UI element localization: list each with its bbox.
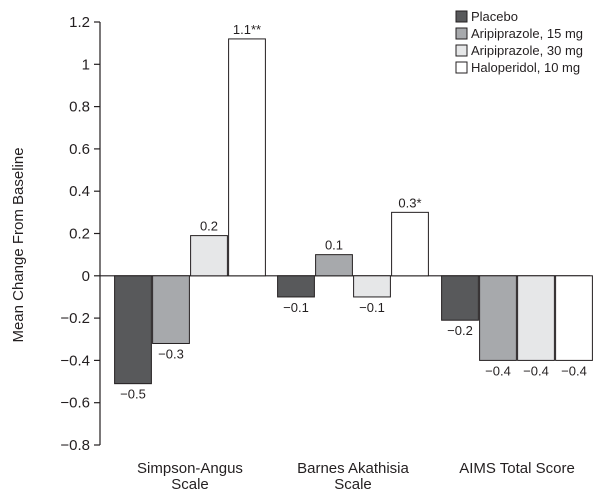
data-label: −0.1	[283, 300, 309, 315]
bar	[353, 275, 391, 298]
category-label: Simpson-Angus	[137, 460, 243, 477]
legend-label: Aripiprazole, 15 mg	[471, 26, 583, 41]
data-label: 0.3*	[398, 195, 421, 210]
legend: Placebo Aripiprazole, 15 mg Aripiprazole, …	[455, 9, 583, 75]
bar	[277, 275, 315, 298]
bar	[441, 275, 479, 321]
y-tick-label: 0	[82, 268, 90, 285]
legend-swatch	[455, 61, 468, 74]
y-tick-label: −0.8	[60, 437, 90, 454]
bar	[114, 275, 152, 385]
legend-swatch	[455, 44, 468, 57]
data-label: −0.5	[120, 387, 146, 402]
data-label: −0.2	[447, 323, 473, 338]
y-tick-label: −0.2	[60, 310, 90, 327]
bar	[152, 275, 190, 344]
category-label: AIMS Total Score	[459, 460, 575, 477]
bar	[228, 38, 266, 277]
bars-layer	[114, 38, 593, 385]
y-tick-label: 0.6	[69, 141, 90, 158]
y-axis-title: Mean Change From Baseline	[10, 147, 27, 342]
bar	[517, 275, 555, 361]
data-label: 1.1**	[233, 22, 261, 37]
data-label: −0.4	[523, 363, 549, 378]
y-tick-label: −0.6	[60, 395, 90, 412]
legend-swatch	[455, 10, 468, 23]
data-label: −0.4	[561, 363, 587, 378]
legend-swatch	[455, 27, 468, 40]
data-label: 0.1	[325, 238, 343, 253]
category-label: Barnes Akathisia	[297, 460, 409, 477]
category-label: Scale	[171, 476, 209, 493]
y-tick-label: 0.4	[69, 183, 90, 200]
bar	[555, 275, 593, 361]
bar	[315, 254, 353, 277]
legend-label: Placebo	[471, 9, 518, 24]
data-label: −0.1	[359, 300, 385, 315]
axis-layer: 1.2 1 0.8 0.6 0.4 0.2 0 −0.2 −0.4 −0.6 −0.8 Simpson…	[60, 14, 590, 493]
bar	[479, 275, 517, 361]
data-label: −0.3	[158, 346, 184, 361]
data-label: 0.2	[200, 219, 218, 234]
data-label: −0.4	[485, 363, 511, 378]
y-tick-label: 0.2	[69, 226, 90, 243]
y-tick-label: 1.2	[69, 14, 90, 31]
legend-label: Haloperidol, 10 mg	[471, 60, 580, 75]
bar	[190, 235, 228, 277]
data-labels-layer: −0.5 −0.1 −0.2 −0.3 0.1 −0.4 0.2 −0.1 −0.4 1.1** 0…	[120, 22, 587, 402]
y-tick-label: −0.4	[60, 352, 90, 369]
y-tick-label: 0.8	[69, 99, 90, 116]
bar	[391, 211, 429, 277]
category-label: Scale	[334, 476, 372, 493]
y-tick-label: 1	[82, 56, 90, 73]
legend-label: Aripiprazole, 30 mg	[471, 43, 583, 58]
